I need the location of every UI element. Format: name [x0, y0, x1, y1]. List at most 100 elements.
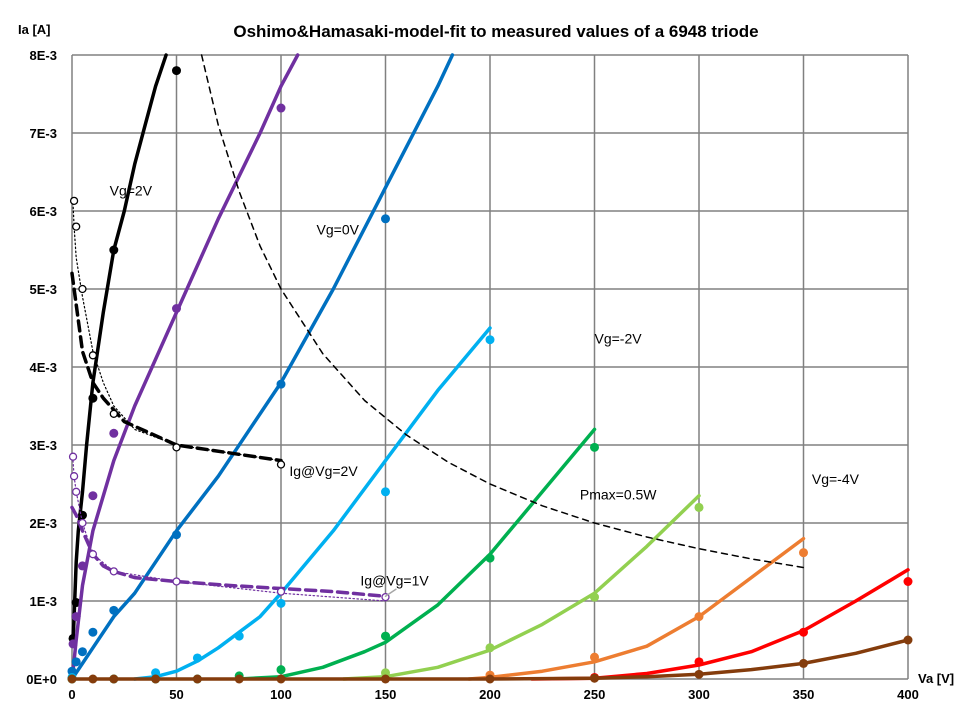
- data-point: [903, 635, 913, 645]
- data-point: [71, 612, 81, 622]
- data-point: [88, 393, 98, 403]
- data-point: [694, 669, 704, 679]
- series-line-3: [70, 53, 455, 681]
- data-point: [381, 214, 390, 224]
- data-point: [67, 674, 77, 684]
- data-point: [69, 472, 79, 481]
- data-point: [88, 351, 98, 360]
- data-point: [172, 443, 181, 452]
- data-point: [381, 674, 390, 684]
- data-point: [485, 553, 495, 563]
- data-point: [276, 103, 286, 113]
- data-point: [590, 652, 599, 662]
- data-point: [799, 627, 808, 637]
- annotation-label: Pmax=0.5W: [580, 487, 657, 503]
- x-tick-label: 0: [68, 687, 75, 702]
- data-point: [276, 665, 286, 675]
- y-axis-label: Ia [A]: [18, 22, 51, 37]
- data-point: [694, 612, 704, 622]
- annotations: Vg=2V Vg=0V Vg=-2V Vg=-4V Pmax=0.5W Ig@Vg=2V I…: [110, 182, 860, 588]
- series-line-15: [384, 588, 397, 598]
- data-point: [109, 409, 118, 418]
- data-point: [172, 577, 181, 586]
- data-point: [903, 577, 913, 586]
- series-line-5: [237, 427, 597, 681]
- data-point: [381, 487, 390, 497]
- x-tick-label: 200: [479, 687, 501, 702]
- y-tick-label: 3E-3: [30, 438, 57, 453]
- x-tick-label: 150: [375, 687, 397, 702]
- data-point: [77, 561, 87, 571]
- chart-title: Oshimo&Hamasaki-model-fit to measured va…: [233, 22, 758, 41]
- data-point: [276, 460, 286, 469]
- data-point: [71, 657, 81, 667]
- data-point: [192, 674, 202, 684]
- annotation-label: Ig@Vg=1V: [360, 572, 429, 588]
- x-tick-label: 400: [897, 687, 919, 702]
- x-tick-label: 250: [584, 687, 606, 702]
- data-point: [485, 674, 495, 684]
- data-point: [109, 245, 119, 255]
- data-point: [109, 605, 119, 615]
- tick-labels: 0 50 100 150 200 250 300 350 400 0E+0 1E-3 2E-3 3E-3…: [26, 48, 919, 702]
- x-tick-label: 50: [169, 687, 183, 702]
- series-line-13: [70, 505, 388, 599]
- data-point: [77, 647, 87, 657]
- data-point: [72, 222, 81, 231]
- y-tick-label: 4E-3: [30, 360, 57, 375]
- data-point: [172, 530, 181, 540]
- y-tick-label: 0E+0: [26, 672, 57, 687]
- y-tick-label: 2E-3: [30, 516, 57, 531]
- data-point: [109, 674, 119, 684]
- data-point: [234, 674, 244, 684]
- data-point: [88, 627, 98, 637]
- data-point: [68, 639, 78, 649]
- data-point: [88, 491, 98, 501]
- data-point: [172, 304, 181, 313]
- data-point: [67, 666, 77, 676]
- data-point: [88, 550, 98, 559]
- annotation-label: Vg=-2V: [595, 331, 643, 347]
- data-point: [485, 335, 495, 345]
- data-point: [69, 196, 79, 206]
- data-point: [234, 631, 244, 641]
- y-tick-label: 6E-3: [30, 204, 57, 219]
- y-tick-label: 8E-3: [30, 48, 57, 63]
- data-point: [590, 592, 599, 602]
- data-point: [694, 657, 704, 667]
- data-point: [799, 658, 808, 668]
- x-axis-label: Va [V]: [918, 671, 954, 686]
- data-point: [109, 567, 118, 576]
- data-point: [276, 587, 286, 596]
- annotation-label: Ig@Vg=2V: [289, 463, 358, 479]
- data-point: [276, 674, 286, 684]
- series-line-4: [132, 326, 492, 681]
- series-line-10: [200, 54, 805, 569]
- data-point: [799, 548, 808, 558]
- data-point: [381, 631, 390, 641]
- data-point: [71, 598, 81, 608]
- series-line-2: [71, 53, 300, 673]
- annotation-label: Vg=-4V: [812, 471, 860, 487]
- y-tick-label: 1E-3: [30, 594, 57, 609]
- data-point: [77, 510, 87, 520]
- data-point: [78, 284, 87, 294]
- data-point: [78, 518, 87, 528]
- data-point: [276, 598, 286, 608]
- y-tick-label: 7E-3: [30, 126, 57, 141]
- series-line-12: [72, 202, 282, 462]
- data-point: [151, 674, 161, 684]
- data-point: [88, 674, 98, 684]
- data-point: [485, 643, 495, 653]
- data-point: [172, 66, 181, 76]
- data-point: [192, 653, 202, 663]
- series-line-11: [70, 271, 283, 463]
- series-layer: [67, 53, 913, 684]
- data-point: [590, 442, 599, 452]
- series-line-1: [71, 53, 168, 646]
- series-line-7: [467, 536, 806, 681]
- data-point: [694, 502, 704, 512]
- x-tick-label: 100: [270, 687, 292, 702]
- annotation-label: Vg=2V: [110, 182, 153, 198]
